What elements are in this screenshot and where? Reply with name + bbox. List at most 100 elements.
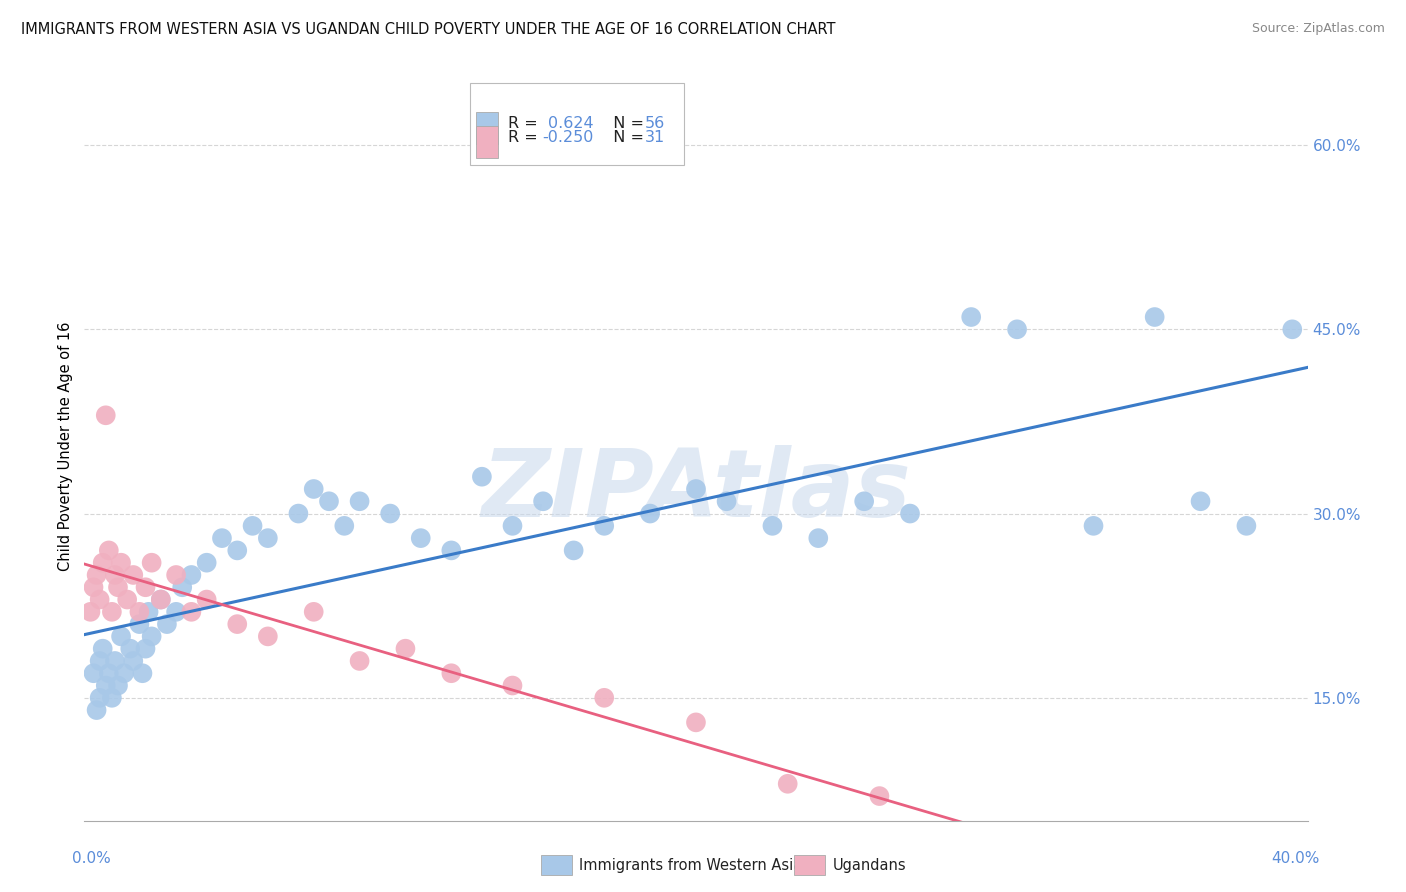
Bar <box>475 126 498 158</box>
Point <box>97 666 120 681</box>
Point <box>761 519 783 533</box>
Point <box>83 666 105 681</box>
Text: Ugandans: Ugandans <box>832 858 905 872</box>
Point <box>807 531 830 545</box>
Point <box>104 568 127 582</box>
Y-axis label: Child Poverty Under the Age of 16: Child Poverty Under the Age of 16 <box>58 321 73 571</box>
Text: Immigrants from Western Asia: Immigrants from Western Asia <box>579 858 803 872</box>
Point <box>156 617 179 632</box>
Point <box>287 507 309 521</box>
Point <box>128 605 150 619</box>
Point <box>89 654 111 668</box>
Point <box>1189 494 1212 508</box>
Text: 0.624: 0.624 <box>548 116 593 131</box>
Point <box>195 556 218 570</box>
Point <box>149 592 172 607</box>
Point <box>112 666 135 681</box>
Point <box>593 690 616 705</box>
Point <box>440 666 463 681</box>
Point <box>380 507 402 521</box>
Point <box>97 543 120 558</box>
Point <box>409 531 432 545</box>
Bar <box>470 83 683 165</box>
Point <box>1281 322 1303 336</box>
Point <box>211 531 233 545</box>
Text: ZIPAtlas: ZIPAtlas <box>481 445 911 537</box>
Text: N =: N = <box>603 116 650 131</box>
Point <box>104 654 127 668</box>
Text: IMMIGRANTS FROM WESTERN ASIA VS UGANDAN CHILD POVERTY UNDER THE AGE OF 16 CORREL: IMMIGRANTS FROM WESTERN ASIA VS UGANDAN … <box>21 22 835 37</box>
Bar <box>475 112 498 144</box>
Point <box>898 507 921 521</box>
Point <box>141 629 163 643</box>
Point <box>165 605 187 619</box>
Point <box>257 629 280 643</box>
Point <box>165 568 187 582</box>
Point <box>638 507 661 521</box>
Text: R =: R = <box>508 129 543 145</box>
Text: Source: ZipAtlas.com: Source: ZipAtlas.com <box>1251 22 1385 36</box>
Point <box>122 654 145 668</box>
Point <box>149 592 172 607</box>
Point <box>135 641 157 656</box>
Point <box>115 592 138 607</box>
Point <box>333 519 356 533</box>
Point <box>110 629 132 643</box>
Point <box>349 494 371 508</box>
Text: 31: 31 <box>644 129 665 145</box>
Point <box>1143 310 1166 324</box>
Point <box>257 531 280 545</box>
Point <box>502 519 524 533</box>
Point <box>120 641 142 656</box>
Point <box>172 580 194 594</box>
Text: -0.250: -0.250 <box>541 129 593 145</box>
Point <box>86 568 108 582</box>
Point <box>1005 322 1028 336</box>
Point <box>131 666 153 681</box>
Point <box>440 543 463 558</box>
Point <box>685 482 707 496</box>
Point <box>86 703 108 717</box>
Point <box>242 519 264 533</box>
Point <box>110 556 132 570</box>
Point <box>685 715 707 730</box>
Point <box>138 605 160 619</box>
Point <box>716 494 738 508</box>
Point <box>226 543 249 558</box>
Text: 0.0%: 0.0% <box>72 851 111 865</box>
Point <box>776 777 799 791</box>
Point <box>122 568 145 582</box>
Point <box>226 617 249 632</box>
Point <box>101 690 124 705</box>
Point <box>502 679 524 693</box>
Point <box>853 494 876 508</box>
Point <box>394 641 416 656</box>
Point <box>83 580 105 594</box>
Point <box>318 494 340 508</box>
Point <box>960 310 983 324</box>
Point <box>180 605 202 619</box>
Point <box>349 654 371 668</box>
Point <box>1236 519 1258 533</box>
Point <box>135 580 157 594</box>
Point <box>1083 519 1105 533</box>
Text: 56: 56 <box>644 116 665 131</box>
Point <box>91 641 114 656</box>
Text: 40.0%: 40.0% <box>1271 851 1320 865</box>
Point <box>141 556 163 570</box>
Point <box>302 482 325 496</box>
Point <box>869 789 891 803</box>
Text: R =: R = <box>508 116 547 131</box>
Point <box>180 568 202 582</box>
Point <box>94 679 117 693</box>
Point <box>79 605 101 619</box>
Point <box>94 409 117 423</box>
Text: N =: N = <box>603 129 654 145</box>
Point <box>89 592 111 607</box>
Point <box>107 580 129 594</box>
Point <box>91 556 114 570</box>
Point <box>107 679 129 693</box>
Point <box>531 494 554 508</box>
Point <box>89 690 111 705</box>
Point <box>195 592 218 607</box>
